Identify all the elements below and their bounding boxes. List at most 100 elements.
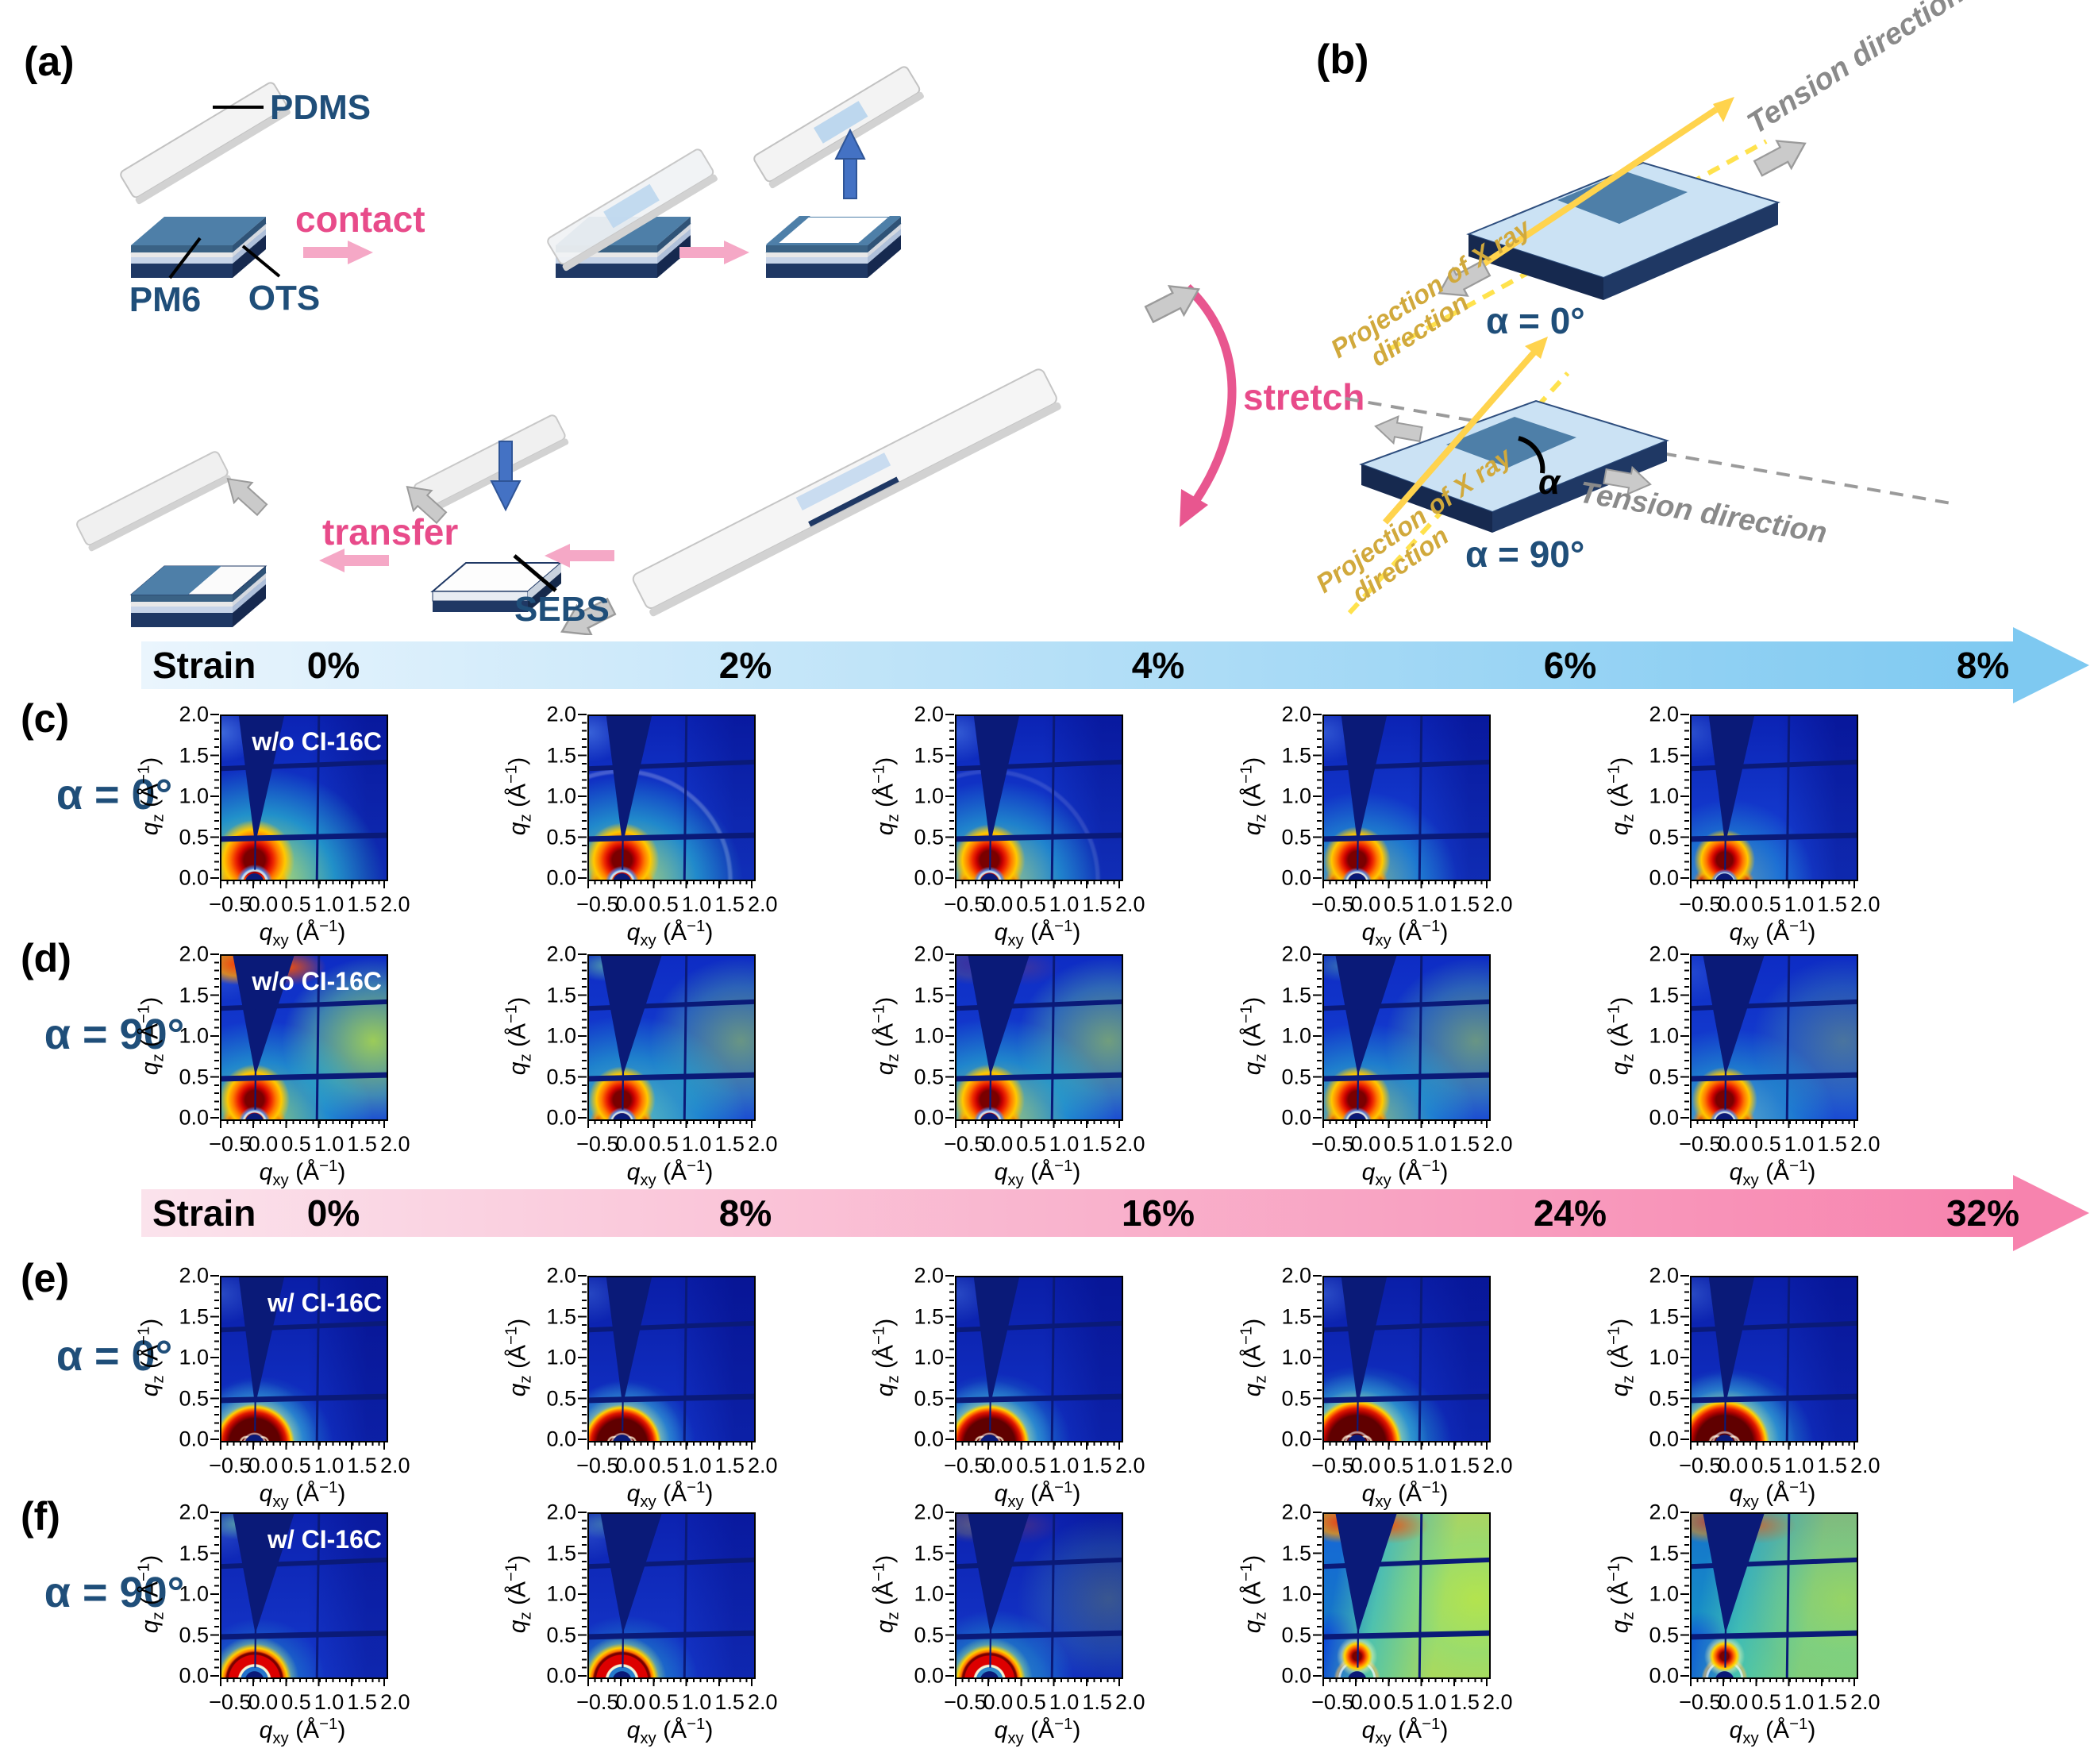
strain-value-label: 2% — [718, 645, 772, 686]
alpha-angle-row-label: α = 0° — [56, 771, 173, 818]
y-tick-label: 0.0 — [546, 1105, 576, 1130]
y-axis-major-ticks — [1680, 714, 1689, 879]
giwaxs-panel: qz (Å−1) 2.0 1.5 1.0 0.5 0.0 −0.5 0.0 0.5 1.0 1.… — [495, 1500, 778, 1757]
beamstop-wedge — [1335, 956, 1397, 1110]
x-axis-major-ticks — [220, 1119, 387, 1128]
y-axis-major-ticks — [210, 1512, 219, 1677]
giwaxs-panel: qz (Å−1) 2.0 1.5 1.0 0.5 0.0 −0.5 0.0 0.5 1.0 1.… — [1230, 1264, 1513, 1520]
y-tick-label: 2.0 — [546, 1500, 576, 1524]
x-tick-label: 1.0 — [314, 1690, 345, 1714]
x-axis-title: qxy (Å−1) — [994, 1716, 1081, 1747]
y-tick-label: 1.5 — [546, 1304, 576, 1328]
y-tick-label: 0.5 — [914, 1386, 944, 1410]
y-tick-label: 0.5 — [1281, 1623, 1311, 1647]
x-axis-major-ticks — [955, 1119, 1122, 1128]
y-axis-major-ticks — [1680, 953, 1689, 1119]
x-tick-label: 1.0 — [1416, 892, 1447, 916]
y-axis-title: qz (Å−1) — [870, 757, 903, 836]
released-pdms-slab — [414, 414, 569, 515]
y-tick-label: 1.0 — [1649, 1581, 1679, 1606]
y-tick-label: 0.5 — [179, 1386, 209, 1410]
pdms-label: PDMS — [270, 88, 371, 127]
x-tick-label: −0.5 — [1679, 1690, 1722, 1714]
y-axis-title: qz (Å−1) — [1605, 1554, 1638, 1634]
beamstop-wedge — [1703, 956, 1765, 1110]
y-axis-title: qz (Å−1) — [1238, 1554, 1270, 1634]
detector-gap-band — [221, 1072, 387, 1082]
y-tick-labels: 2.0 1.5 1.0 0.5 0.0 — [169, 942, 209, 1130]
x-tick-label: 1.0 — [681, 1132, 712, 1156]
y-tick-labels: 2.0 1.5 1.0 0.5 0.0 — [537, 942, 576, 1130]
x-tick-labels: −0.5 0.0 0.5 1.0 1.5 2.0 — [944, 1132, 1145, 1156]
x-tick-label: 0.0 — [615, 1454, 646, 1477]
y-tick-labels: 2.0 1.5 1.0 0.5 0.0 — [537, 1500, 576, 1688]
pm6-rail-right — [856, 216, 901, 245]
y-tick-label: 1.0 — [914, 1581, 944, 1606]
detector-gap-line — [1785, 1277, 1791, 1441]
x-tick-label: 2.0 — [747, 892, 778, 916]
giwaxs-detector-image — [955, 714, 1123, 881]
y-tick-label: 0.0 — [179, 865, 209, 890]
x-tick-label: 1.5 — [714, 1454, 745, 1477]
alpha-symbol: α — [1538, 463, 1561, 502]
tension-direction-label-top: Tension direction — [1742, 0, 1969, 141]
sample-annotation: w/ CI-16C — [267, 1525, 382, 1554]
ots-pointer-line — [241, 245, 281, 278]
giwaxs-detector-image — [587, 954, 756, 1121]
y-axis-title: qz (Å−1) — [502, 996, 535, 1076]
y-tick-label: 0.0 — [1281, 1663, 1311, 1688]
y-tick-label: 0.5 — [546, 1065, 576, 1088]
y-tick-label: 1.5 — [546, 743, 576, 767]
detector-gap-band — [589, 1072, 754, 1082]
y-tick-label: 1.0 — [914, 1345, 944, 1369]
y-tick-label: 2.0 — [179, 1500, 209, 1524]
x-tick-label: 2.0 — [747, 1454, 778, 1477]
x-tick-label: 2.0 — [379, 1132, 410, 1156]
panel-row-letter: (e) — [21, 1256, 70, 1300]
panel-row-letter: (f) — [21, 1494, 60, 1539]
x-tick-label: 1.5 — [1817, 1454, 1847, 1477]
device-alpha90 — [1345, 337, 1952, 615]
x-tick-label: −0.5 — [1679, 892, 1722, 916]
x-tick-label: 0.0 — [615, 1690, 646, 1714]
giwaxs-panel: qz (Å−1) 2.0 1.5 1.0 0.5 0.0 −0.5 0.0 0.5 1.0 1.… — [863, 942, 1145, 1199]
y-tick-labels: 2.0 1.5 1.0 0.5 0.0 — [537, 1264, 576, 1451]
y-axis-title: qz (Å−1) — [135, 757, 167, 836]
xray-beam-arrowhead-icon — [1713, 97, 1734, 122]
x-tick-label: 1.5 — [714, 1690, 745, 1714]
y-tick-label: 1.5 — [1281, 1304, 1311, 1328]
y-tick-label: 2.0 — [1649, 942, 1679, 966]
pm6-pointer-line — [168, 237, 202, 279]
giwaxs-panel: qz (Å−1) 2.0 1.5 1.0 0.5 0.0 w/ CI-16C −0.5 0… — [128, 1264, 410, 1520]
giwaxs-detector-image — [1322, 714, 1491, 881]
x-tick-labels: −0.5 0.0 0.5 1.0 1.5 2.0 — [1679, 1132, 1880, 1156]
x-tick-labels: −0.5 0.0 0.5 1.0 1.5 2.0 — [209, 892, 410, 916]
beamstop-wedge — [1708, 716, 1755, 870]
y-tick-label: 0.5 — [179, 825, 209, 849]
y-axis-major-ticks — [578, 714, 587, 879]
x-axis-title: qxy (Å−1) — [1729, 918, 1816, 949]
beamstop-wedge — [600, 1514, 662, 1668]
tension-direction-label-bottom: Tension direction — [1577, 476, 1830, 549]
giwaxs-detector-image — [955, 1512, 1123, 1679]
x-tick-label: 0.5 — [649, 1132, 679, 1156]
giwaxs-panel: qz (Å−1) 2.0 1.5 1.0 0.5 0.0 −0.5 0.0 0.5 1.0 1.… — [1230, 942, 1513, 1199]
strain-value-label: 24% — [1533, 1192, 1607, 1234]
y-tick-label: 2.0 — [1281, 702, 1311, 726]
x-tick-label: 1.0 — [1049, 1454, 1080, 1477]
x-axis-major-ticks — [955, 880, 1122, 888]
x-tick-label: 0.5 — [1384, 892, 1414, 916]
detector-gap-band — [1324, 832, 1489, 842]
x-tick-labels: −0.5 0.0 0.5 1.0 1.5 2.0 — [209, 1132, 410, 1156]
x-tick-label: 1.0 — [681, 1454, 712, 1477]
y-tick-label: 0.5 — [1649, 1386, 1679, 1410]
x-tick-label: 1.5 — [714, 892, 745, 916]
y-tick-label: 0.0 — [546, 1663, 576, 1688]
xray-beam-arrow — [1442, 106, 1719, 293]
strain-value-label: 0% — [306, 645, 360, 686]
y-axis-major-ticks — [945, 953, 954, 1119]
strain-title: Strain — [152, 645, 256, 686]
beamstop-wedge — [600, 956, 662, 1110]
detector-gap-band — [1324, 1630, 1489, 1640]
giwaxs-detector-image — [1690, 954, 1858, 1121]
